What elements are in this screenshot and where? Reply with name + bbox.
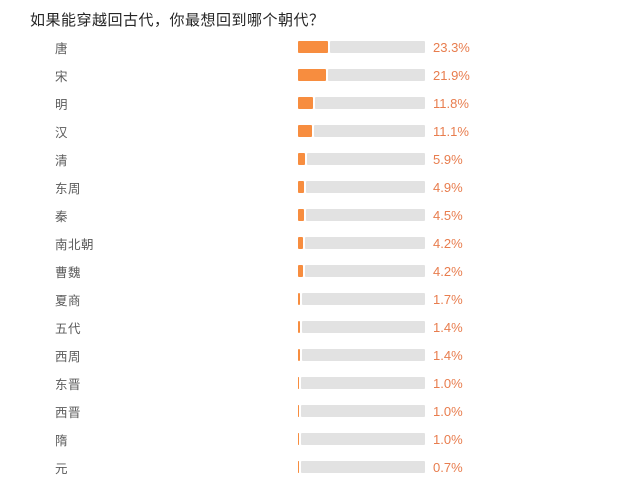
category-label: 南北朝 xyxy=(55,237,95,252)
bar-remainder xyxy=(307,153,425,165)
bar-remainder xyxy=(314,125,425,137)
bar-remainder xyxy=(306,181,425,193)
bar-fill xyxy=(298,209,304,221)
value-label: 23.3% xyxy=(433,39,470,55)
bar-remainder xyxy=(305,265,425,277)
chart-rows: 唐 23.3% 宋 21.9% 明 11.8% 汉 11.1% 清 xyxy=(0,33,640,481)
category-label: 五代 xyxy=(55,321,82,336)
category-label: 宋 xyxy=(55,69,69,84)
chart-row: 秦 4.5% xyxy=(0,201,640,229)
bar-track xyxy=(298,209,425,221)
chart-row: 汉 11.1% xyxy=(0,117,640,145)
chart-row: 西周 1.4% xyxy=(0,341,640,369)
chart-row: 宋 21.9% xyxy=(0,61,640,89)
value-label: 11.8% xyxy=(433,95,469,111)
bar-fill xyxy=(298,461,299,473)
bar-fill xyxy=(298,293,301,305)
bar-fill xyxy=(298,349,300,361)
chart-row: 东周 4.9% xyxy=(0,173,640,201)
category-label: 曹魏 xyxy=(55,265,82,280)
bar-track xyxy=(298,321,425,333)
chart-row: 西晋 1.0% xyxy=(0,397,640,425)
bar-remainder xyxy=(305,237,425,249)
bar-remainder xyxy=(314,97,425,109)
bar-fill xyxy=(298,321,300,333)
chart-row: 清 5.9% xyxy=(0,145,640,173)
bar-fill xyxy=(298,377,300,389)
bar-track xyxy=(298,41,425,53)
category-label: 西晋 xyxy=(55,405,82,420)
bar-fill xyxy=(298,405,300,417)
chart-row: 南北朝 4.2% xyxy=(0,229,640,257)
bar-fill xyxy=(298,433,300,445)
bar-fill xyxy=(298,265,304,277)
value-label: 1.7% xyxy=(433,291,463,307)
chart-row: 隋 1.0% xyxy=(0,425,640,453)
bar-track xyxy=(298,237,425,249)
chart-row: 元 0.7% xyxy=(0,453,640,481)
bar-remainder xyxy=(301,321,425,333)
bar-remainder xyxy=(305,209,425,221)
bar-track xyxy=(298,461,425,473)
category-label: 隋 xyxy=(55,433,69,448)
value-label: 11.1% xyxy=(433,123,469,139)
category-label: 东周 xyxy=(55,181,82,196)
bar-remainder xyxy=(327,69,425,81)
value-label: 1.4% xyxy=(433,347,463,363)
bar-track xyxy=(298,349,425,361)
category-label: 唐 xyxy=(55,41,69,56)
category-label: 秦 xyxy=(55,209,69,224)
bar-remainder xyxy=(301,405,425,417)
chart-title: 如果能穿越回古代，你最想回到哪个朝代？ xyxy=(30,12,325,29)
category-label: 西周 xyxy=(55,349,82,364)
chart-row: 夏商 1.7% xyxy=(0,285,640,313)
value-label: 1.0% xyxy=(433,403,463,419)
bar-track xyxy=(298,125,425,137)
bar-remainder xyxy=(301,461,425,473)
bar-track xyxy=(298,377,425,389)
chart-row: 东晋 1.0% xyxy=(0,369,640,397)
value-label: 1.4% xyxy=(433,319,463,335)
bar-fill xyxy=(298,69,326,81)
value-label: 21.9% xyxy=(433,67,470,83)
bar-track xyxy=(298,405,425,417)
bar-fill xyxy=(298,125,313,137)
value-label: 5.9% xyxy=(433,151,463,167)
bar-track xyxy=(298,265,425,277)
bar-fill xyxy=(298,153,306,165)
chart-row: 五代 1.4% xyxy=(0,313,640,341)
chart-row: 唐 23.3% xyxy=(0,33,640,61)
bar-track xyxy=(298,433,425,445)
value-label: 4.2% xyxy=(433,235,463,251)
bar-track xyxy=(298,293,425,305)
value-label: 0.7% xyxy=(433,459,463,475)
bar-fill xyxy=(298,181,305,193)
value-label: 1.0% xyxy=(433,431,463,447)
value-label: 1.0% xyxy=(433,375,463,391)
chart-row: 曹魏 4.2% xyxy=(0,257,640,285)
value-label: 4.2% xyxy=(433,263,463,279)
bar-remainder xyxy=(301,349,425,361)
bar-track xyxy=(298,181,425,193)
bar-remainder xyxy=(301,433,425,445)
bar-remainder xyxy=(301,377,425,389)
category-label: 汉 xyxy=(55,125,69,140)
category-label: 元 xyxy=(55,461,69,476)
category-label: 东晋 xyxy=(55,377,82,392)
value-label: 4.9% xyxy=(433,179,463,195)
bar-fill xyxy=(298,97,313,109)
chart-row: 明 11.8% xyxy=(0,89,640,117)
bar-fill xyxy=(298,41,328,53)
category-label: 明 xyxy=(55,97,69,112)
bar-track xyxy=(298,153,425,165)
value-label: 4.5% xyxy=(433,207,463,223)
bar-remainder xyxy=(329,41,425,53)
bar-track xyxy=(298,97,425,109)
category-label: 清 xyxy=(55,153,69,168)
bar-track xyxy=(298,69,425,81)
bar-fill xyxy=(298,237,304,249)
category-label: 夏商 xyxy=(55,293,82,308)
bar-remainder xyxy=(302,293,425,305)
